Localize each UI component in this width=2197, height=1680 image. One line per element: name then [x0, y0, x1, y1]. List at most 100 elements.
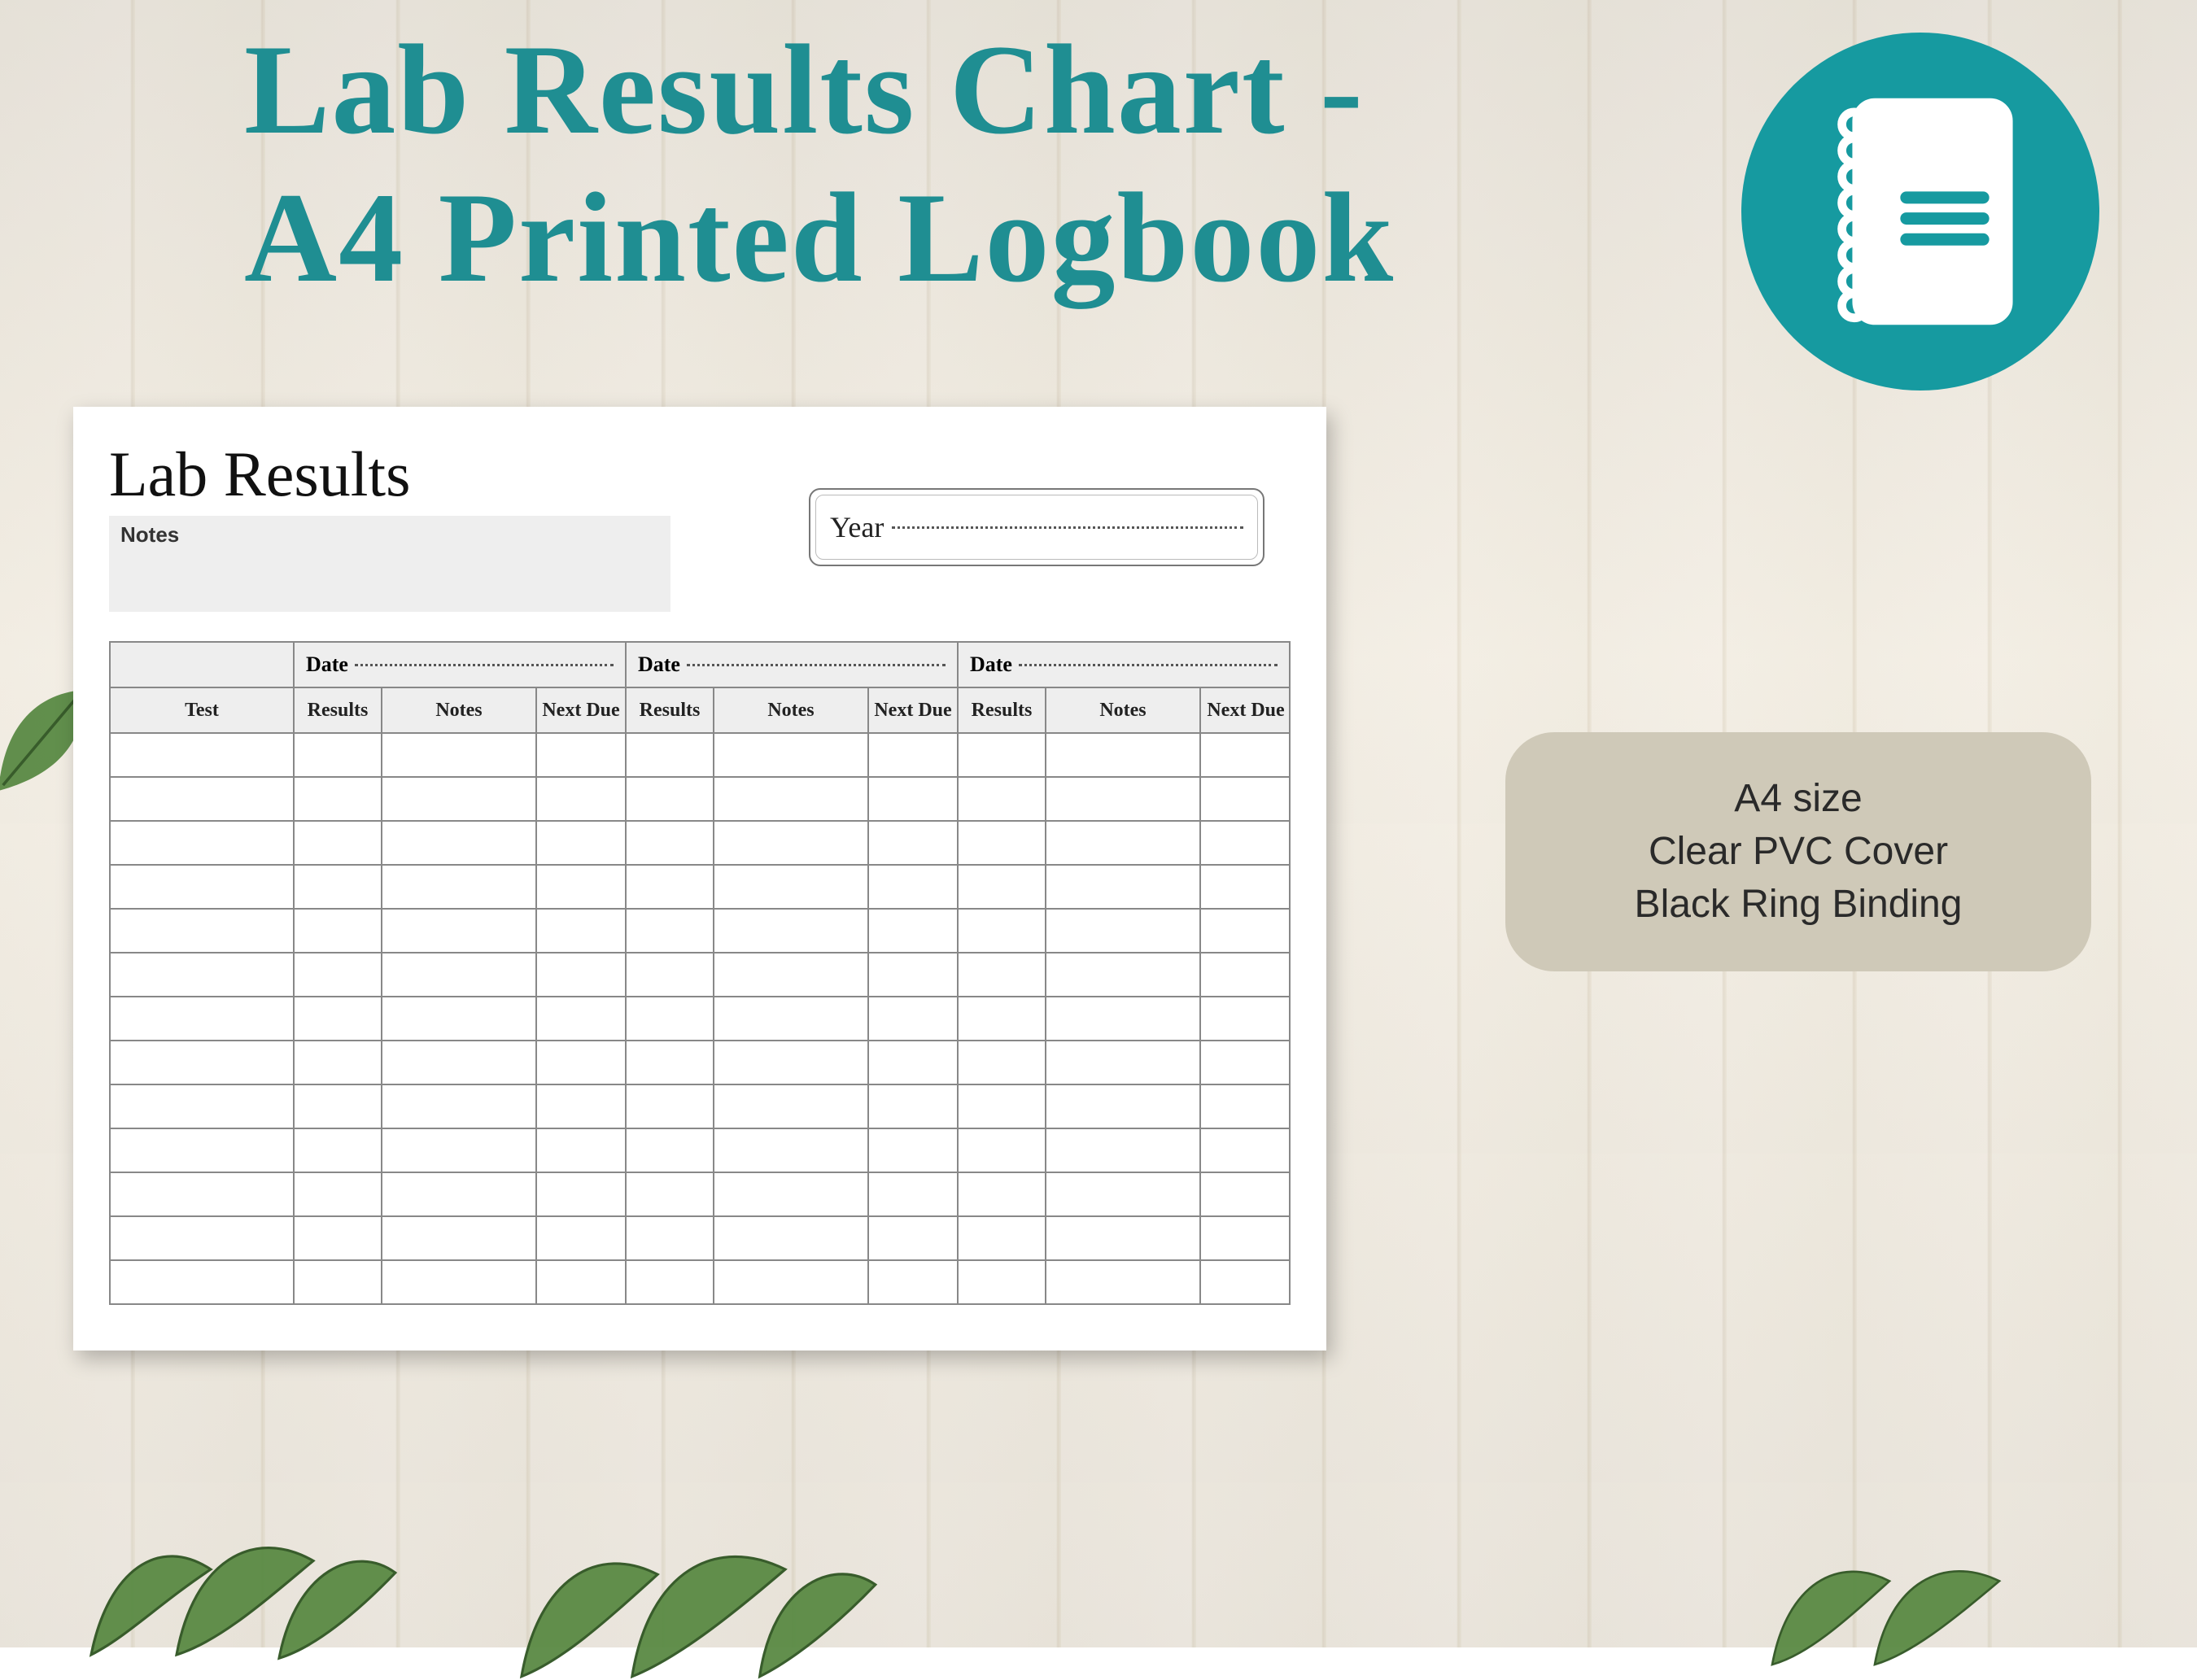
- cell-results: [959, 910, 1046, 952]
- title-line-1: Lab Results Chart -: [244, 16, 1395, 164]
- cell-notes: [382, 866, 537, 908]
- col-next-due: Next Due: [1201, 688, 1291, 732]
- cell-next-due: [537, 997, 627, 1040]
- cell-results: [627, 778, 714, 820]
- cell-next-due: [537, 1085, 627, 1128]
- year-dotted-line: [892, 526, 1243, 529]
- cell-results: [959, 1041, 1046, 1084]
- cell-next-due: [869, 1261, 959, 1303]
- results-table: TestResultsNotesNext DueResultsNotesNext…: [109, 687, 1291, 1305]
- cell-next-due: [537, 866, 627, 908]
- cell-next-due: [1201, 734, 1291, 776]
- cell-results: [627, 1217, 714, 1259]
- spec-line: A4 size: [1538, 773, 2059, 826]
- cell-notes: [1046, 1041, 1201, 1084]
- cell-test: [111, 997, 295, 1040]
- table-header-row: TestResultsNotesNext DueResultsNotesNext…: [111, 687, 1289, 732]
- year-box: Year: [809, 488, 1264, 566]
- cell-results: [295, 822, 382, 864]
- cell-notes: [714, 778, 869, 820]
- cell-next-due: [869, 1129, 959, 1172]
- cell-notes: [714, 1085, 869, 1128]
- cell-test: [111, 866, 295, 908]
- cell-notes: [382, 778, 537, 820]
- cell-next-due: [537, 1261, 627, 1303]
- cell-results: [627, 1261, 714, 1303]
- notebook-icon: [1815, 89, 2026, 334]
- cell-notes: [1046, 1129, 1201, 1172]
- table-row: [111, 1128, 1289, 1172]
- cell-notes: [382, 822, 537, 864]
- date-dotted-line: [1019, 664, 1278, 666]
- cell-notes: [1046, 778, 1201, 820]
- cell-notes: [1046, 1261, 1201, 1303]
- notes-label: Notes: [120, 522, 659, 548]
- cell-results: [959, 1173, 1046, 1215]
- leaf-decor-icon: [57, 1467, 399, 1672]
- cell-notes: [1046, 953, 1201, 996]
- col-results: Results: [627, 688, 714, 732]
- cell-notes: [714, 734, 869, 776]
- cell-notes: [1046, 1173, 1201, 1215]
- cell-notes: [714, 1173, 869, 1215]
- notebook-badge: [1741, 33, 2099, 391]
- cell-test: [111, 1173, 295, 1215]
- cell-notes: [714, 1217, 869, 1259]
- cell-next-due: [869, 1041, 959, 1084]
- date-label: Date: [638, 652, 680, 677]
- date-dotted-line: [355, 664, 614, 666]
- cell-results: [295, 910, 382, 952]
- cell-results: [295, 953, 382, 996]
- cell-results: [295, 778, 382, 820]
- table-row: [111, 820, 1289, 864]
- table-row: [111, 1084, 1289, 1128]
- cell-notes: [1046, 1085, 1201, 1128]
- cell-results: [627, 734, 714, 776]
- cell-results: [295, 1217, 382, 1259]
- col-results: Results: [959, 688, 1046, 732]
- col-results: Results: [295, 688, 382, 732]
- notes-box: Notes: [109, 516, 670, 612]
- table-row: [111, 996, 1289, 1040]
- cell-next-due: [1201, 866, 1291, 908]
- cell-next-due: [537, 822, 627, 864]
- cell-test: [111, 778, 295, 820]
- cell-next-due: [869, 1085, 959, 1128]
- table-row: [111, 1215, 1289, 1259]
- cell-results: [295, 1041, 382, 1084]
- cell-results: [959, 822, 1046, 864]
- date-cell: Date: [295, 643, 627, 687]
- cell-notes: [382, 997, 537, 1040]
- cell-notes: [382, 734, 537, 776]
- cell-notes: [1046, 734, 1201, 776]
- cell-notes: [714, 822, 869, 864]
- table-row: [111, 1040, 1289, 1084]
- cell-next-due: [537, 734, 627, 776]
- table-row: [111, 908, 1289, 952]
- cell-test: [111, 1041, 295, 1084]
- cell-notes: [1046, 1217, 1201, 1259]
- logbook-sheet: Lab Results Notes Year DateDateDate Test…: [73, 407, 1326, 1351]
- cell-next-due: [537, 1129, 627, 1172]
- cell-results: [959, 778, 1046, 820]
- col-notes: Notes: [382, 688, 537, 732]
- cell-next-due: [1201, 1173, 1291, 1215]
- date-label: Date: [970, 652, 1012, 677]
- cell-next-due: [1201, 997, 1291, 1040]
- spec-line: Black Ring Binding: [1538, 879, 2059, 932]
- cell-results: [627, 1129, 714, 1172]
- cell-results: [295, 1261, 382, 1303]
- col-test: Test: [111, 688, 295, 732]
- cell-results: [295, 1173, 382, 1215]
- cell-notes: [714, 953, 869, 996]
- cell-notes: [382, 1085, 537, 1128]
- cell-test: [111, 1261, 295, 1303]
- cell-notes: [714, 1041, 869, 1084]
- col-notes: Notes: [714, 688, 869, 732]
- table-row: [111, 952, 1289, 996]
- cell-notes: [382, 1261, 537, 1303]
- cell-test: [111, 1217, 295, 1259]
- cell-notes: [382, 910, 537, 952]
- cell-next-due: [1201, 1261, 1291, 1303]
- cell-notes: [714, 866, 869, 908]
